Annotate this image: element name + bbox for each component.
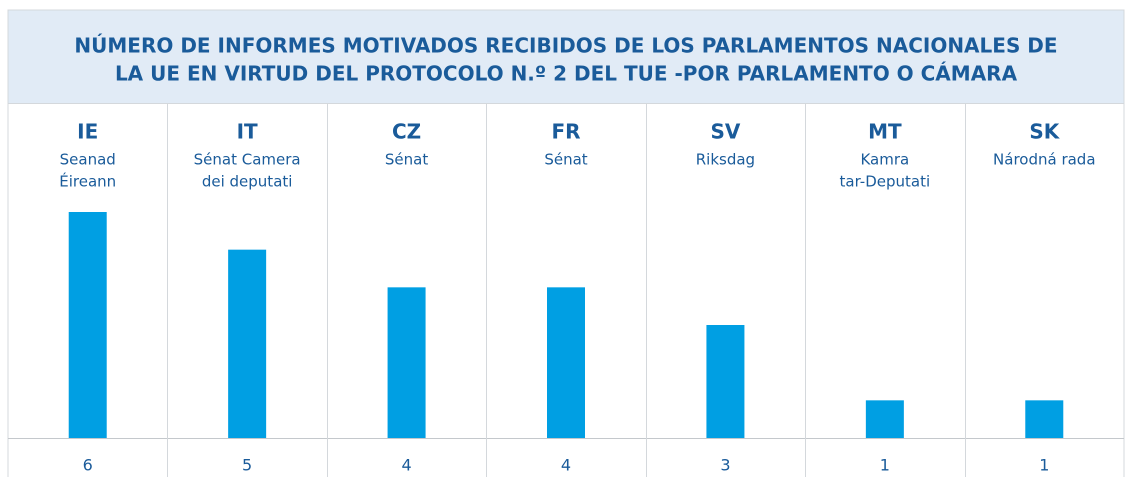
bar xyxy=(387,287,426,438)
bar xyxy=(68,212,107,438)
value-label: 4 xyxy=(401,456,411,475)
chamber-name: Sénat xyxy=(385,151,428,169)
chamber-name: Éireann xyxy=(59,172,116,191)
chamber-name: Sénat Camera xyxy=(194,151,301,169)
chamber-name: Riksdag xyxy=(696,151,755,169)
country-code: SV xyxy=(710,120,740,144)
value-label: 1 xyxy=(880,456,890,475)
chamber-name: dei deputati xyxy=(202,173,293,191)
country-code: IE xyxy=(77,120,98,144)
chamber-name: tar-Deputati xyxy=(840,173,931,191)
chart-title: LA UE EN VIRTUD DEL PROTOCOLO N.º 2 DEL … xyxy=(115,62,1018,86)
country-code: IT xyxy=(237,120,258,144)
bar xyxy=(1025,400,1064,438)
value-label: 3 xyxy=(720,456,730,475)
bar xyxy=(706,325,745,438)
bar xyxy=(228,249,267,438)
chamber-name: Kamra xyxy=(860,151,909,169)
country-code: MT xyxy=(868,120,902,144)
bar xyxy=(547,287,585,438)
country-code: CZ xyxy=(392,120,421,144)
chamber-name: Seanad xyxy=(60,151,116,169)
value-label: 1 xyxy=(1039,456,1049,475)
bar xyxy=(865,400,904,438)
chart-title: NÚMERO DE INFORMES MOTIVADOS RECIBIDOS D… xyxy=(74,34,1057,58)
chamber-name: Národná rada xyxy=(993,151,1096,169)
chamber-name: Sénat xyxy=(544,151,587,169)
value-label: 6 xyxy=(83,456,93,475)
country-code: SK xyxy=(1029,120,1060,144)
country-code: FR xyxy=(551,120,580,144)
value-label: 5 xyxy=(242,456,252,475)
title-band xyxy=(8,10,1124,104)
value-label: 4 xyxy=(561,456,571,475)
